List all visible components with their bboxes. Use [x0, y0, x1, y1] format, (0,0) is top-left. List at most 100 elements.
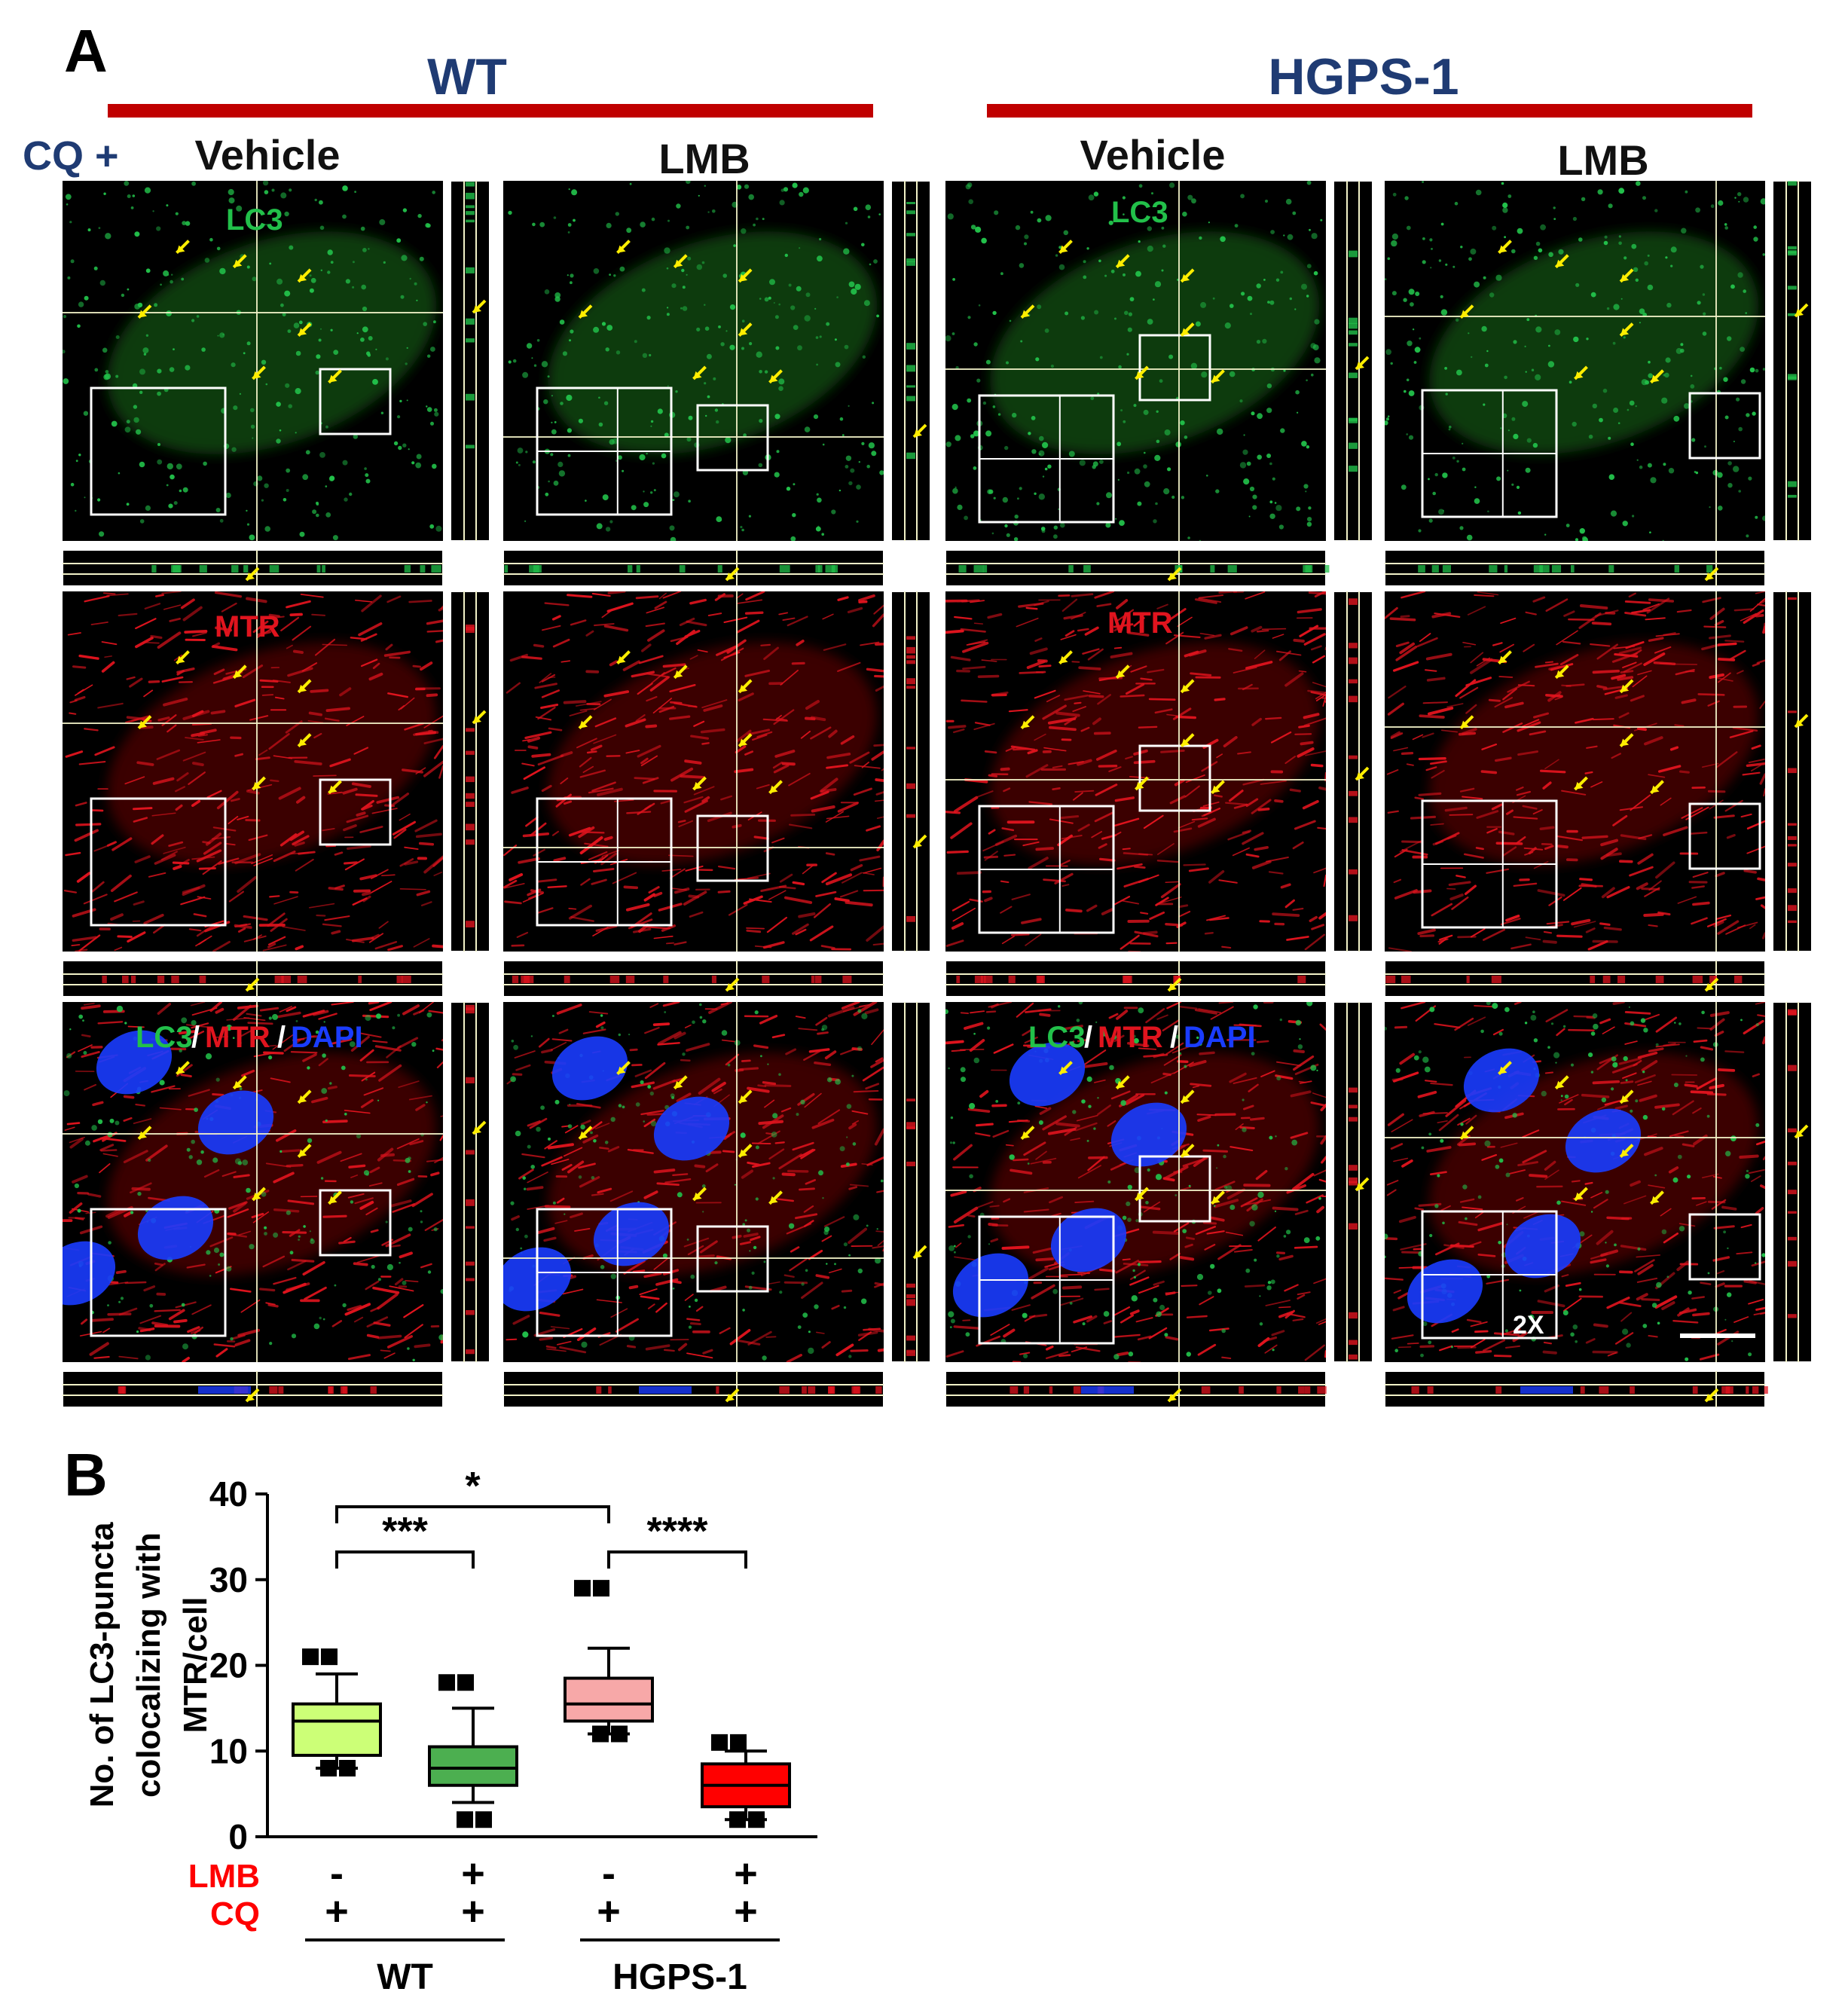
merge-label-hgps-0: LC3 — [1028, 1021, 1086, 1054]
inset-source-box — [1138, 744, 1211, 812]
orthogonal-view-xz — [502, 549, 884, 587]
inset-source-box — [1138, 334, 1211, 402]
scale-bar — [1680, 1333, 1755, 1338]
treatment-value: + — [597, 1889, 621, 1934]
orthogonal-view-yz — [890, 591, 931, 952]
y-tick-label: 0 — [228, 1817, 248, 1856]
orthogonal-view-yz — [1772, 1001, 1813, 1363]
orthogonal-view-yz — [1772, 591, 1813, 952]
inset-zoom-box — [90, 797, 227, 927]
orthogonal-view-xz — [945, 1370, 1327, 1408]
group-bar-wt — [108, 104, 873, 118]
label-lc3-hgps: LC3 — [1111, 196, 1168, 229]
orthogonal-view-xz — [62, 960, 444, 997]
outlier-point — [321, 1648, 338, 1666]
inset-source-box — [696, 814, 769, 882]
label-lc3-wt: LC3 — [226, 203, 283, 237]
outlier-point — [611, 1725, 628, 1743]
micro-panel-r3-c4 — [1384, 1001, 1813, 1408]
outlier-point — [730, 1734, 747, 1751]
micro-panel-r2-c4 — [1384, 591, 1813, 997]
outlier-point — [438, 1674, 455, 1691]
orthogonal-view-yz — [1333, 1001, 1373, 1363]
zoom-label: 2X — [1513, 1311, 1544, 1340]
orthogonal-view-xz — [945, 549, 1330, 587]
group-label: WT — [377, 1957, 433, 1997]
outlier-point — [457, 1811, 473, 1828]
inset-source-box — [319, 1189, 392, 1257]
y-axis-label: MTR/cell — [177, 1597, 214, 1734]
outlier-point — [593, 1580, 609, 1597]
nucleus — [96, 1030, 173, 1095]
orthogonal-view-xz — [1384, 960, 1766, 997]
nucleus — [1463, 1048, 1540, 1113]
micro-panel-r1-c1 — [62, 180, 490, 587]
treatment-value: + — [325, 1889, 349, 1934]
inset-source-box — [319, 368, 392, 435]
merge-label-wt-2: MTR — [205, 1021, 270, 1054]
merge-label-wt-0: LC3 — [136, 1021, 193, 1054]
y-axis-label: colocalizing with — [130, 1532, 167, 1798]
condition-label-hgps-lmb: LMB — [1557, 136, 1648, 184]
box-iqr — [292, 1702, 382, 1757]
significance-bracket-1: * — [335, 1465, 610, 1523]
nucleus — [1504, 1214, 1581, 1278]
y-axis-label: No. of LC3-puncta — [84, 1522, 121, 1807]
label-mtr-hgps: MTR — [1107, 606, 1173, 640]
treatment-value: + — [734, 1889, 758, 1934]
orthogonal-view-yz — [890, 1001, 931, 1363]
nucleus — [197, 1090, 274, 1155]
significance-bracket-3: **** — [607, 1510, 747, 1569]
orthogonal-view-xz — [62, 1370, 444, 1408]
panel-a-letter: A — [64, 17, 108, 84]
nucleus — [952, 1253, 1029, 1318]
box-3 — [564, 1580, 654, 1743]
inset-source-box — [1688, 1213, 1761, 1281]
y-tick-label: 30 — [209, 1560, 248, 1599]
outlier-point — [574, 1580, 591, 1597]
treatment-row-label-2: CQ — [210, 1896, 260, 1932]
orthogonal-view-yz — [1333, 180, 1373, 542]
nucleus — [1009, 1042, 1086, 1107]
boxplot-chart: 0 10 20 30 40 No. of LC3-puncta colocalizing w… — [84, 1465, 817, 1997]
y-tick-label: 40 — [209, 1474, 248, 1514]
orthogonal-view-yz — [890, 180, 931, 542]
orthogonal-view-xz — [62, 549, 444, 587]
inset-source-box — [696, 404, 769, 472]
treatment-value: - — [602, 1851, 615, 1896]
inset-source-box — [1138, 1155, 1211, 1223]
micro-panel-r3-c1 — [62, 1001, 490, 1408]
outlier-point — [475, 1811, 492, 1828]
outlier-point — [302, 1648, 319, 1666]
panel-b-letter: B — [64, 1441, 108, 1508]
treatment-row-label-1: LMB — [188, 1858, 260, 1895]
group-title-hgps: HGPS-1 — [1268, 48, 1459, 105]
outlier-point — [320, 1760, 337, 1776]
orthogonal-view-yz — [1333, 591, 1373, 952]
micro-panel-r1-c4 — [1384, 180, 1813, 587]
group-label: HGPS-1 — [612, 1957, 747, 1997]
nucleus — [551, 1036, 628, 1101]
orthogonal-view-yz — [450, 591, 490, 952]
orthogonal-view-xz — [502, 1370, 884, 1408]
outlier-point — [339, 1760, 356, 1776]
bracket-line — [607, 1550, 747, 1569]
merge-label-hgps-1: / — [1084, 1021, 1092, 1054]
micro-panel-r2-c2 — [502, 591, 931, 997]
y-tick-label: 10 — [209, 1731, 248, 1770]
micro-panel-r1-c2 — [502, 180, 931, 587]
nucleus — [137, 1196, 214, 1260]
outlier-point — [729, 1811, 746, 1828]
merge-label-hgps-4: DAPI — [1184, 1021, 1256, 1054]
significance-label: *** — [382, 1510, 428, 1553]
outlier-point — [748, 1811, 765, 1828]
inset-source-box — [1688, 392, 1761, 460]
nucleus — [63, 1241, 116, 1306]
micro-panel-r2-c1 — [62, 591, 490, 997]
nucleus — [593, 1202, 670, 1266]
orthogonal-view-yz — [1772, 180, 1813, 542]
outlier-point — [592, 1725, 609, 1743]
nucleus — [653, 1096, 730, 1161]
box-iqr — [428, 1745, 518, 1787]
